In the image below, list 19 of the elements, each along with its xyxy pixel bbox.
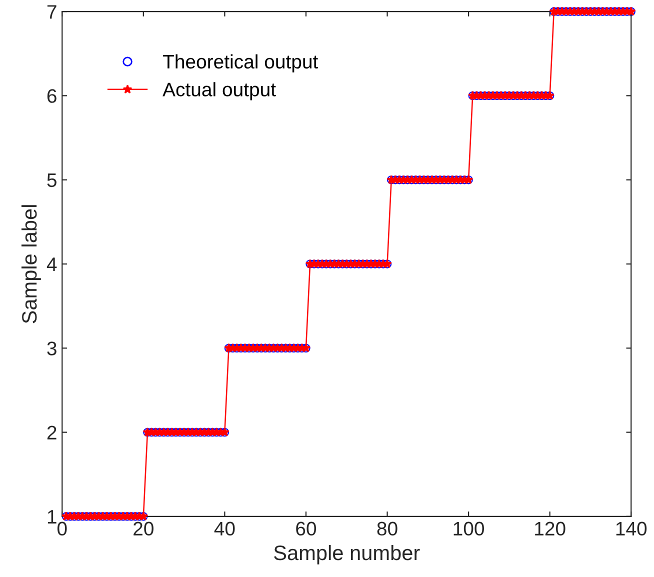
y-tick-label: 1 (48, 510, 56, 524)
y-tick-label: 4 (46, 258, 57, 272)
y-tick-label: 6 (47, 89, 56, 103)
x-tick-label: 100 (454, 522, 484, 536)
y-tick-label: 7 (47, 5, 56, 19)
legend-label: Actual output (162, 82, 276, 100)
x-tick-label: 80 (377, 522, 398, 536)
x-tick-label: 120 (535, 522, 566, 536)
x-axis-title: Sample number (274, 544, 420, 564)
x-tick-label: 60 (296, 522, 316, 536)
y-tick-label: 2 (47, 426, 56, 440)
y-tick-label: 3 (47, 342, 56, 356)
x-tick-label: 20 (134, 522, 154, 536)
x-tick-label: 0 (57, 522, 67, 536)
y-tick-label: 5 (47, 174, 56, 188)
x-tick-label: 40 (214, 522, 235, 536)
x-tick-label: 140 (616, 522, 647, 536)
legend-label: Theoretical output (162, 54, 318, 72)
y-axis-title: Sample label (21, 205, 41, 324)
